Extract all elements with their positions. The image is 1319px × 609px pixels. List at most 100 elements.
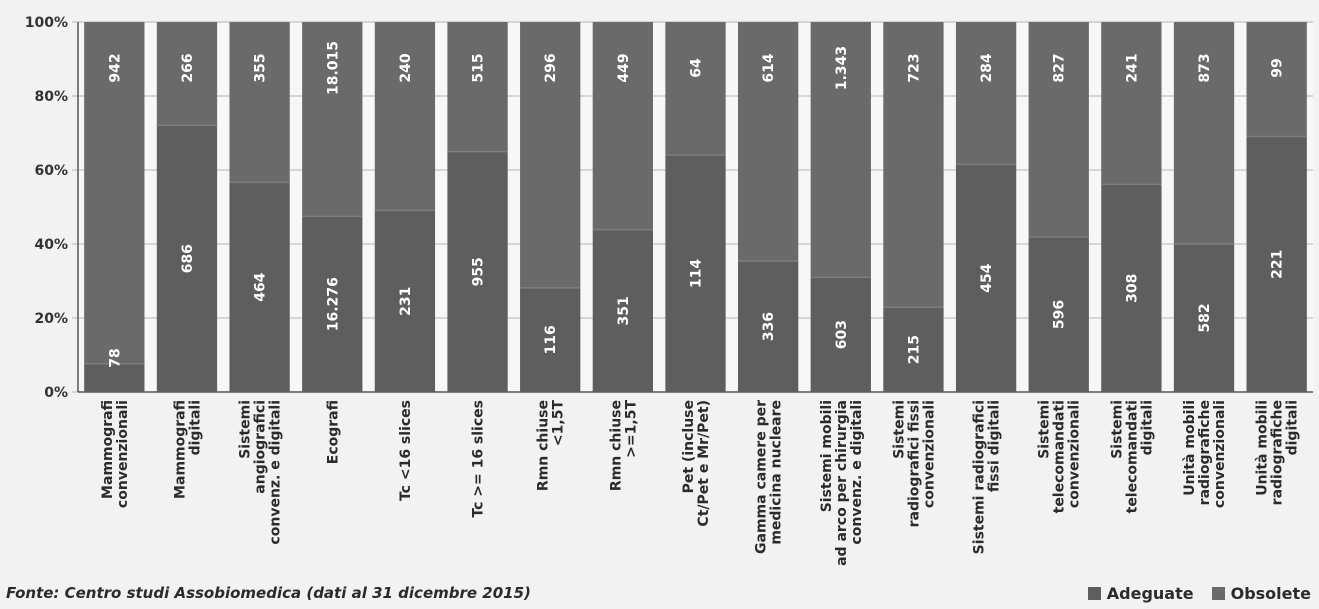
bar-obsolete	[1101, 22, 1162, 185]
bar-obsolete	[737, 22, 799, 262]
value-label-obsolete: 355	[253, 53, 269, 82]
value-label-obsolete: 449	[616, 53, 632, 82]
y-tick-label: 20%	[34, 311, 68, 327]
bar-obsolete	[1028, 22, 1089, 238]
y-tick-label: 40%	[34, 237, 68, 253]
bar-adeguate	[1246, 136, 1307, 392]
category-label-line: Sistemi	[1109, 400, 1125, 459]
category-label: Tc >= 16 slices	[471, 400, 487, 518]
category-label-line: Rmn chiuse	[608, 400, 624, 491]
value-label-obsolete: 614	[761, 53, 777, 82]
bar-adeguate	[592, 229, 654, 392]
bar-obsolete	[1246, 22, 1307, 137]
bar-adeguate	[1173, 244, 1235, 392]
bar-obsolete	[229, 22, 290, 183]
bar-adeguate	[520, 287, 581, 392]
value-label-adeguate: 596	[1052, 300, 1068, 329]
category-label-line: Sistemi mobili	[819, 400, 835, 512]
bar-obsolete	[955, 22, 1017, 165]
category-label-line: Tc <16 slices	[398, 400, 414, 501]
category-label-line: digitali	[187, 400, 203, 455]
value-label-obsolete: 296	[543, 53, 559, 82]
legend-label-obsolete: Obsolete	[1230, 584, 1311, 603]
value-label-obsolete: 827	[1052, 53, 1068, 82]
value-label-obsolete: 1.343	[834, 46, 850, 90]
bar-adeguate	[302, 216, 363, 392]
category-label-line: ad arco per chirurgia	[834, 400, 850, 566]
value-label-adeguate: 603	[834, 320, 850, 349]
category-label-line: digitali	[1285, 400, 1301, 455]
category-label: Sistemi radiografici fissi convenzionali	[891, 400, 937, 527]
category-label-line: digitali	[1139, 400, 1155, 455]
value-label-adeguate: 215	[906, 335, 922, 364]
category-label: Sistemi telecomandati digitali	[1109, 400, 1155, 513]
value-label-obsolete: 241	[1124, 53, 1140, 82]
category-label: Sistemi telecomandati convenzionali	[1037, 400, 1083, 513]
category-label-line: angiografici	[253, 400, 269, 494]
legend-item-obsolete: Obsolete	[1211, 584, 1311, 603]
category-label-line: Mammografi	[172, 400, 188, 499]
category-label: Unità mobili radiografiche convenzionali	[1182, 400, 1228, 508]
bar-obsolete	[374, 22, 436, 211]
bar-adeguate	[1101, 184, 1162, 392]
bar-adeguate	[84, 363, 145, 392]
category-label-line: convenz. e digitali	[849, 400, 865, 545]
category-label-line: Unità mobili	[1182, 400, 1198, 496]
value-label-obsolete: 99	[1270, 58, 1286, 77]
category-label-line: telecomandati	[1124, 400, 1140, 513]
category-label: Pet (incluse Ct/Pet e Mr/Pet)	[681, 400, 712, 527]
legend-swatch-obsolete	[1211, 587, 1225, 600]
value-label-adeguate: 114	[689, 259, 705, 288]
bar-obsolete	[520, 22, 581, 288]
category-label-line: Sistemi	[1037, 400, 1053, 459]
value-label-obsolete: 64	[689, 58, 705, 78]
category-label-line: fissi digitali	[987, 400, 1003, 492]
category-label-line: Sistemi	[238, 400, 254, 459]
y-tick-label: 100%	[25, 15, 68, 31]
legend: Adeguate Obsolete	[1087, 584, 1311, 603]
legend-swatch-adeguate	[1087, 587, 1101, 600]
value-label-adeguate: 231	[398, 287, 414, 316]
bar-obsolete	[1173, 22, 1235, 244]
y-tick-label: 60%	[34, 163, 68, 179]
value-label-obsolete: 240	[398, 53, 414, 82]
value-label-obsolete: 266	[180, 53, 196, 82]
category-label-line: Ecografi	[325, 400, 341, 464]
category-label-line: Sistemi	[891, 400, 907, 459]
y-tick-label: 0%	[44, 385, 68, 401]
value-label-adeguate: 464	[253, 272, 269, 301]
category-label: Mammografi convenzionali	[100, 400, 131, 508]
category-label-line: radiografiche	[1197, 400, 1213, 505]
bar-adeguate	[665, 155, 726, 392]
value-label-adeguate: 351	[616, 296, 632, 325]
bar-obsolete	[810, 22, 871, 278]
value-label-adeguate: 336	[761, 312, 777, 341]
category-label: Ecografi	[325, 400, 341, 464]
value-label-adeguate: 221	[1270, 250, 1286, 279]
value-label-obsolete: 723	[906, 53, 922, 82]
category-label: Mammografi digitali	[172, 400, 203, 499]
value-label-adeguate: 955	[471, 257, 487, 286]
value-label-adeguate: 454	[979, 263, 995, 292]
category-label: Tc <16 slices	[398, 400, 414, 501]
bar-obsolete	[665, 22, 726, 156]
category-label-line: Pet (incluse	[681, 400, 697, 493]
category-label: Sistemi angiografici convenz. e digitali	[238, 400, 284, 545]
category-label-line: Tc >= 16 slices	[471, 400, 487, 518]
bar-obsolete	[883, 22, 944, 308]
value-label-obsolete: 942	[107, 53, 123, 82]
value-label-obsolete: 18.015	[325, 41, 341, 95]
value-label-adeguate: 16.276	[325, 277, 341, 331]
value-label-adeguate: 116	[543, 325, 559, 354]
value-label-adeguate: 78	[107, 348, 123, 367]
bar-obsolete	[156, 22, 218, 126]
category-label-line: radiografiche	[1270, 400, 1286, 505]
value-label-adeguate: 582	[1197, 303, 1213, 332]
value-label-adeguate: 686	[180, 244, 196, 273]
category-label-line: Gamma camere per	[754, 400, 770, 554]
category-label-line: <1,5T	[551, 400, 567, 447]
y-tick-label: 80%	[34, 89, 68, 105]
bar-adeguate	[1028, 237, 1089, 392]
category-label: Sistemi mobili ad arco per chirurgia conve…	[819, 400, 865, 566]
